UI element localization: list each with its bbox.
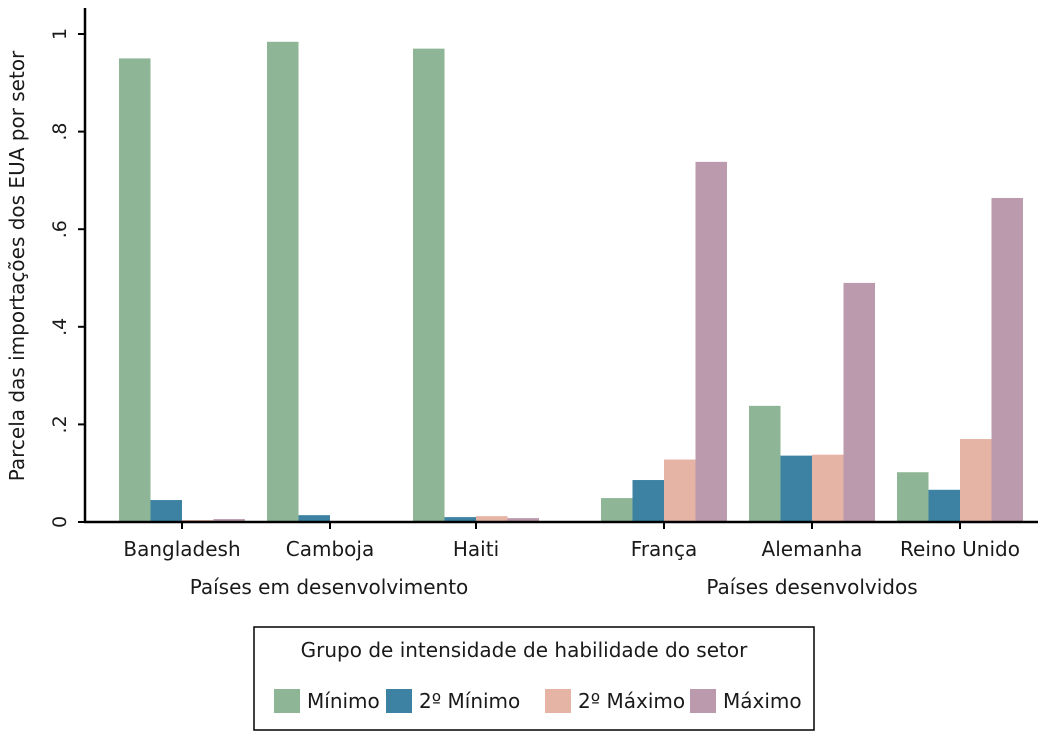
category-label: Haiti xyxy=(453,537,499,561)
bar-reino-unido-series-0 xyxy=(897,472,929,522)
category-label: Camboja xyxy=(286,537,374,561)
y-tick-label: .8 xyxy=(49,123,71,141)
y-axis-title: Parcela das importações dos EUA por seto… xyxy=(5,50,29,481)
bar-alemanha-series-3 xyxy=(843,282,875,522)
bar-frança-series-1 xyxy=(632,480,664,522)
bar-haiti-series-0 xyxy=(413,48,445,522)
legend-label: 2º Máximo xyxy=(578,689,685,713)
y-tick-label: 1 xyxy=(49,28,71,40)
bar-bangladesh-series-3 xyxy=(213,519,245,522)
legend-swatch xyxy=(690,689,716,713)
category-label: Alemanha xyxy=(762,537,863,561)
legend-box xyxy=(253,626,815,731)
bar-reino-unido-series-3 xyxy=(991,197,1023,522)
y-tick-label: .4 xyxy=(49,318,71,336)
bar-bangladesh-series-1 xyxy=(150,500,182,522)
bar-frança-series-0 xyxy=(601,498,633,522)
bar-haiti-series-3 xyxy=(507,518,539,522)
bar-alemanha-series-1 xyxy=(780,455,812,522)
bars-layer xyxy=(119,41,1023,523)
category-label: Reino Unido xyxy=(900,537,1020,561)
bar-camboja-series-0 xyxy=(267,41,299,523)
legend-items: Mínimo 2º Mínimo 2º Máximo Máximo xyxy=(274,689,802,713)
bar-reino-unido-series-1 xyxy=(928,489,960,522)
legend-swatch xyxy=(386,689,412,713)
legend-label: Máximo xyxy=(723,689,802,713)
bar-frança-series-3 xyxy=(695,161,727,522)
bar-frança-series-2 xyxy=(664,459,696,522)
bar-bangladesh-series-0 xyxy=(119,58,151,523)
bar-alemanha-series-0 xyxy=(749,405,781,522)
group-label: Países desenvolvidos xyxy=(706,575,917,599)
legend-label: Mínimo xyxy=(307,689,380,713)
bar-haiti-series-1 xyxy=(444,517,476,522)
bar-camboja-series-1 xyxy=(298,515,330,522)
group-labels: Países em desenvolvimento Países desenvol… xyxy=(190,575,918,599)
category-labels: Bangladesh Camboja Haiti França Alemanha Rein… xyxy=(123,522,1020,561)
bar-haiti-series-2 xyxy=(476,516,508,522)
bar-alemanha-series-2 xyxy=(812,454,844,522)
y-ticks: 0 .2 .4 .6 .8 1 xyxy=(49,28,85,528)
legend-swatch xyxy=(545,689,571,713)
legend-title: Grupo de intensidade de habilidade do se… xyxy=(301,638,748,662)
axes-layer xyxy=(83,8,1038,524)
y-tick-label: 0 xyxy=(49,516,71,528)
y-tick-label: .6 xyxy=(49,220,71,238)
y-tick-label: .2 xyxy=(49,415,71,433)
category-label: França xyxy=(631,537,697,561)
group-label: Países em desenvolvimento xyxy=(190,575,469,599)
legend-swatch xyxy=(274,689,300,713)
bar-reino-unido-series-2 xyxy=(960,439,992,522)
category-label: Bangladesh xyxy=(123,537,240,561)
legend: Grupo de intensidade de habilidade do se… xyxy=(253,626,815,731)
legend-label: 2º Mínimo xyxy=(419,689,520,713)
